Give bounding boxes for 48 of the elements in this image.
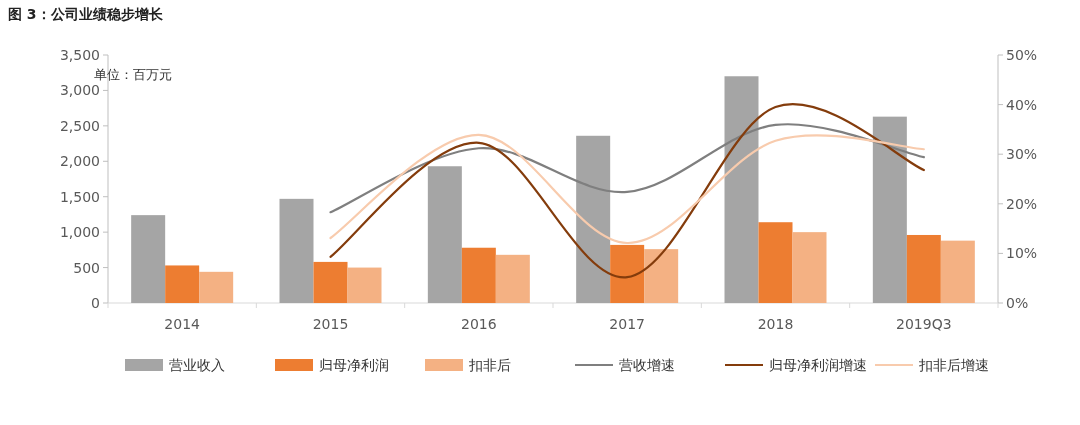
- y2-tick-label: 50%: [1006, 47, 1038, 63]
- bar: [576, 135, 611, 303]
- annotation: 单位：百万元: [94, 67, 172, 82]
- bar: [199, 271, 234, 303]
- chart-title: 图 3：公司业绩稳步增长: [8, 6, 164, 22]
- x-tick-label: 2017: [609, 316, 645, 332]
- bar: [792, 232, 827, 303]
- bar: [940, 240, 975, 303]
- y-tick-label: 0: [91, 295, 100, 311]
- bar: [724, 76, 759, 303]
- bar: [427, 166, 462, 303]
- y2-tick-label: 40%: [1006, 96, 1038, 113]
- y2-tick-label: 10%: [1006, 245, 1038, 262]
- bar: [644, 249, 679, 303]
- legend-label: 归母净利润增速: [769, 357, 867, 373]
- bar: [758, 222, 793, 303]
- legend-label: 营收增速: [619, 357, 675, 373]
- legend-label: 营业收入: [169, 357, 225, 373]
- y-tick-label: 1,500: [59, 188, 100, 205]
- bar: [495, 254, 530, 303]
- bar: [610, 244, 645, 303]
- y-tick-label: 1,000: [59, 224, 100, 241]
- y-tick-label: 2,000: [59, 153, 100, 170]
- x-tick-label: 2018: [757, 316, 794, 332]
- line-series: [329, 123, 925, 214]
- bar: [461, 247, 496, 303]
- y2-tick-label: 0%: [1006, 295, 1029, 311]
- bar: [165, 265, 200, 303]
- bar: [906, 234, 941, 303]
- line-series: [329, 133, 925, 245]
- y-tick-label: 2,500: [59, 117, 100, 134]
- bar: [279, 198, 314, 303]
- y-tick-label: 3,500: [59, 47, 100, 63]
- y-tick-label: 500: [73, 259, 100, 276]
- x-tick-label: 2019Q3: [896, 316, 952, 332]
- bar: [872, 116, 907, 303]
- bar: [131, 215, 166, 303]
- x-tick-label: 2014: [164, 316, 201, 332]
- bar: [347, 267, 382, 303]
- y-tick-label: 3,000: [59, 82, 100, 99]
- legend-label: 扣非后增速: [918, 357, 989, 373]
- legend-label: 归母净利润: [319, 357, 389, 373]
- y2-tick-label: 20%: [1006, 195, 1038, 212]
- x-tick-label: 2016: [461, 316, 497, 332]
- bar: [313, 261, 348, 303]
- y2-tick-label: 30%: [1006, 146, 1038, 163]
- x-tick-label: 2015: [312, 316, 349, 332]
- legend-label: 扣非后: [468, 357, 511, 373]
